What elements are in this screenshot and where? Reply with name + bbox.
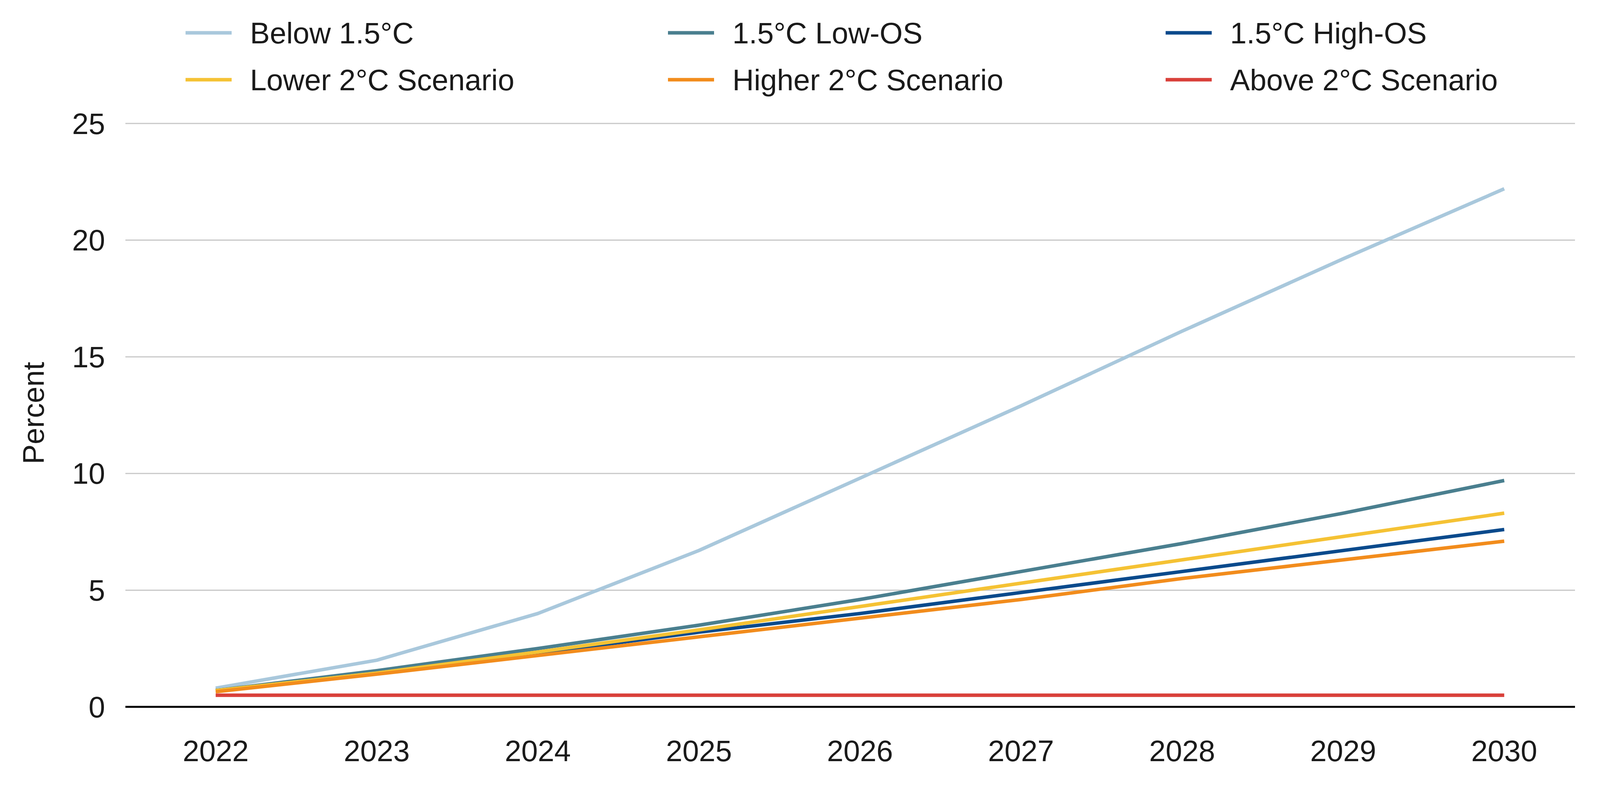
grid-line [125,239,1575,241]
legend-label: Lower 2°C Scenario [250,63,515,97]
x-tick-label: 2022 [182,733,249,768]
grid-line [125,589,1575,591]
x-tick-label: 2023 [343,733,410,768]
legend-swatch [667,78,715,82]
legend-label: Higher 2°C Scenario [732,63,1004,97]
series-line [215,693,1505,697]
legend: Below 1.5°C 1.5°C Low-OS 1.5°C High-OS Lowe… [185,16,1498,97]
legend-swatch [1165,78,1212,82]
y-axis-title: Percent [16,361,50,465]
series-line [215,480,1505,691]
legend-swatch [185,78,232,82]
y-tick-label: 25 [71,107,106,141]
x-tick-label: 2025 [666,733,733,768]
y-tick-label: 10 [71,456,106,490]
x-tick-label: 2026 [826,733,893,768]
grid-line [125,356,1575,358]
chart: 0510152025202220232024202520262027202820… [0,0,1600,785]
legend-swatch [185,31,232,35]
series-lines [215,188,1505,695]
grid-line [125,123,1575,125]
legend-swatch [667,31,715,35]
series-line [215,529,1505,691]
x-tick-label: 2024 [504,733,571,768]
legend-label: 1.5°C High-OS [1230,16,1427,50]
series-line [215,541,1505,692]
legend-label: 1.5°C Low-OS [732,16,923,50]
y-tick-label: 0 [88,690,106,724]
x-tick-label: 2027 [987,733,1054,768]
y-tick-label: 15 [71,340,106,374]
legend-swatch [1165,31,1212,35]
x-tick-label: 2028 [1149,733,1216,768]
x-tick-label: 2029 [1310,733,1377,768]
x-axis-line [125,705,1575,708]
legend-label: Below 1.5°C [250,16,414,50]
series-line [215,512,1505,691]
y-tick-label: 5 [88,573,106,607]
legend-label: Above 2°C Scenario [1230,63,1498,97]
grid [125,123,1575,590]
y-tick-label: 20 [71,223,106,257]
x-tick-label: 2030 [1471,733,1538,768]
grid-line [125,472,1575,474]
